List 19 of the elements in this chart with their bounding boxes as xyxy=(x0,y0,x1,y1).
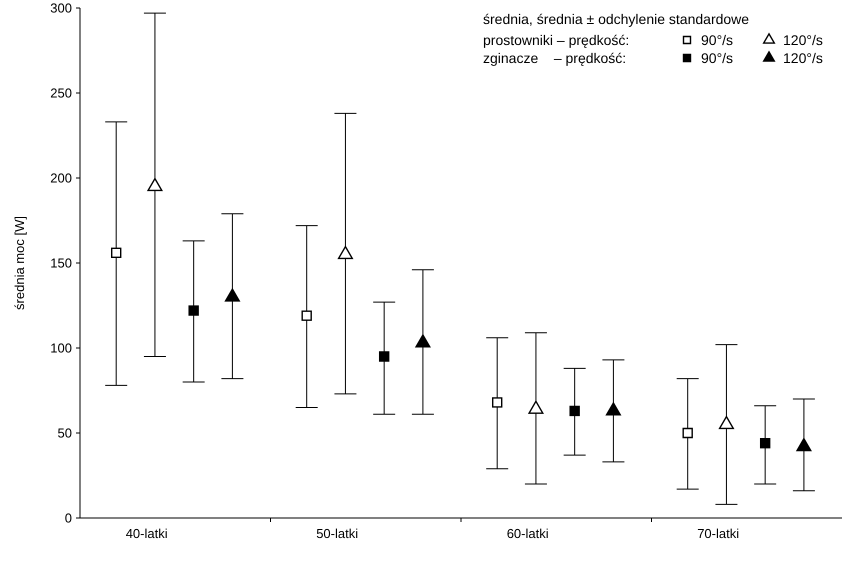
x-tick-label: 70-latki xyxy=(697,526,740,541)
y-tick-label: 0 xyxy=(64,510,72,526)
legend-label: 120°/s xyxy=(783,32,823,48)
legend-label: 90°/s xyxy=(701,50,734,66)
y-tick-label: 150 xyxy=(50,256,72,271)
y-tick-label: 200 xyxy=(50,170,72,186)
y-tick-label: 250 xyxy=(50,86,72,101)
legend-title: średnia, średnia ± odchylenie standardowe xyxy=(483,11,750,27)
legend-label: 120°/s xyxy=(783,50,823,66)
x-tick-label: 60-latki xyxy=(506,526,549,541)
annotation: zginacze – prędkość: xyxy=(483,50,626,66)
y-axis-title: średnia moc [W] xyxy=(12,216,27,310)
y-tick-label: 100 xyxy=(50,340,72,356)
legend-label: 90°/s xyxy=(701,32,734,48)
annotation: prostowniki – prędkość: xyxy=(483,32,630,48)
x-tick-label: 50-latki xyxy=(316,526,358,541)
y-tick-label: 50 xyxy=(58,426,72,441)
x-tick-label: 40-latki xyxy=(126,526,168,541)
y-tick-label: 300 xyxy=(50,0,72,16)
